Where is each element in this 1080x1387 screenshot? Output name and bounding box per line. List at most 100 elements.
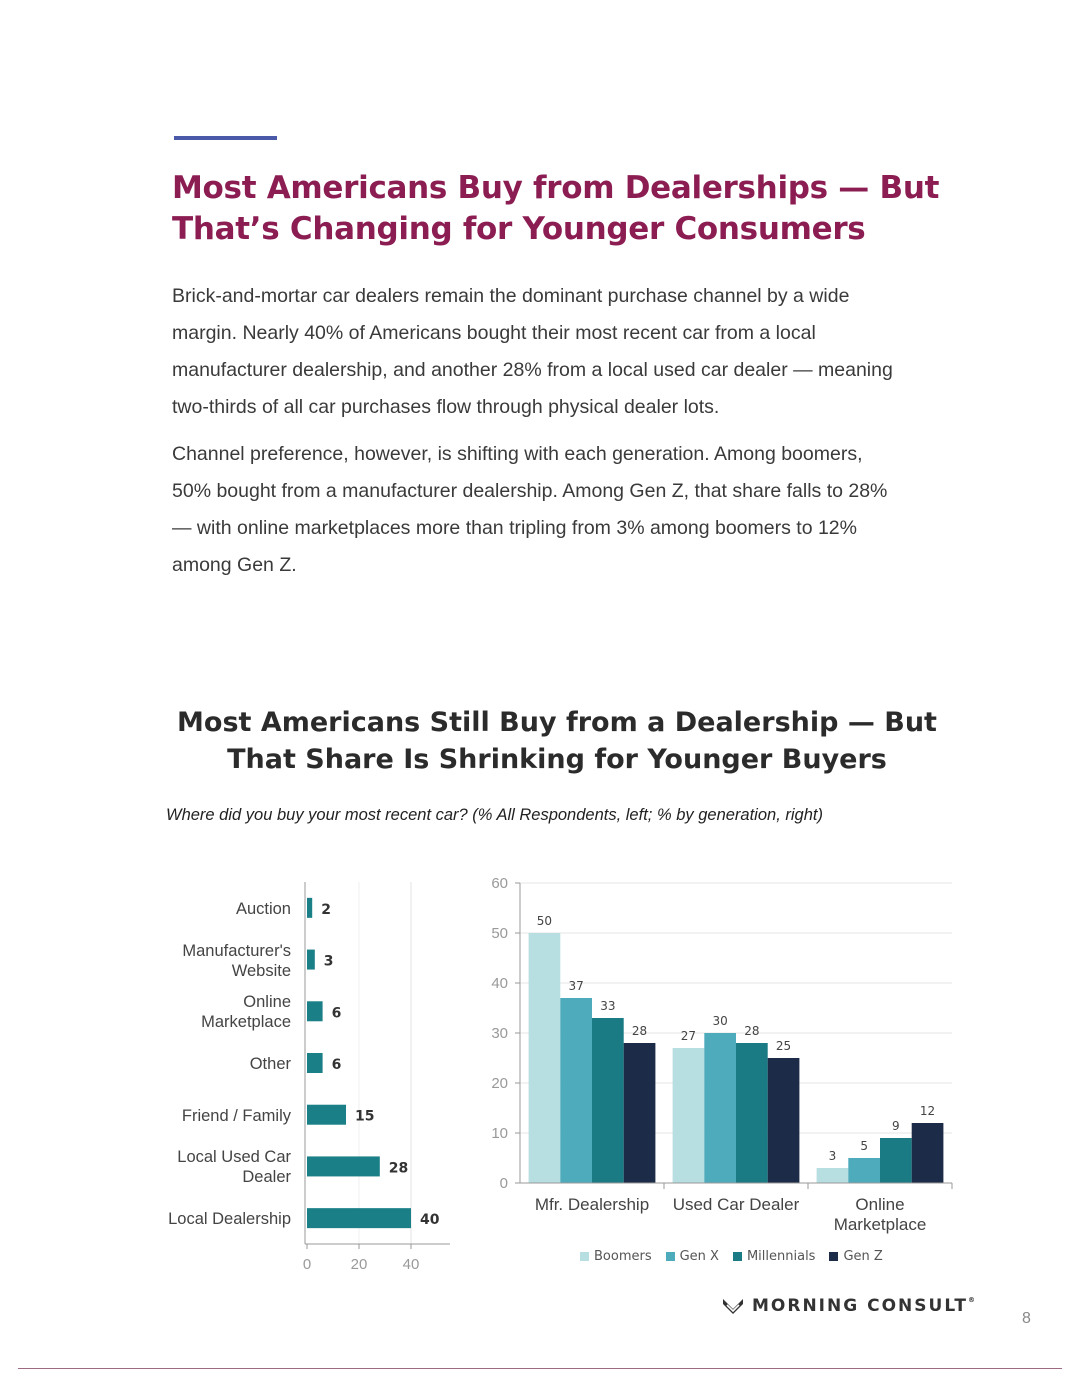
- legend-item: Boomers: [580, 1249, 652, 1264]
- legend-label: Gen Z: [843, 1249, 883, 1264]
- y-tick-label: 30: [491, 1025, 508, 1042]
- page-title-line-1: Most Americans Buy from Dealerships — Bu…: [172, 170, 940, 206]
- paragraph-line: manufacturer dealership, and another 28%…: [172, 359, 893, 381]
- data-label: 25: [776, 1039, 791, 1053]
- data-label: 40: [420, 1212, 440, 1228]
- page-number: 8: [1022, 1310, 1031, 1327]
- category-label: Mfr. Dealership: [517, 1195, 667, 1215]
- page-title: Most Americans Buy from Dealerships — Bu…: [172, 168, 952, 250]
- category-label-line: Friend / Family: [181, 1106, 291, 1125]
- paragraph-line: Brick-and-mortar car dealers remain the …: [172, 285, 850, 307]
- y-tick-label: 50: [491, 925, 508, 942]
- data-label: 30: [713, 1014, 728, 1028]
- bar: [816, 1168, 849, 1183]
- y-tick-label: 0: [500, 1175, 508, 1192]
- category-label: Local Dealership: [141, 1209, 291, 1229]
- chart-title-line-2: That Share Is Shrinking for Younger Buye…: [227, 744, 887, 775]
- title-accent-rule: [174, 136, 277, 140]
- bar: [623, 1043, 656, 1183]
- data-label: 9: [892, 1119, 900, 1133]
- category-label-line: Marketplace: [833, 1215, 927, 1234]
- chart-subtitle: Where did you buy your most recent car? …: [166, 806, 823, 824]
- bar: [704, 1033, 736, 1183]
- category-label-line: Local Dealership: [168, 1210, 291, 1229]
- body-paragraph-2: Channel preference, however, is shifting…: [172, 436, 932, 584]
- brand-logo: MORNING CONSULT®: [722, 1296, 975, 1316]
- category-label: Online Marketplace: [805, 1195, 955, 1235]
- body-paragraph-1: Brick-and-mortar car dealers remain the …: [172, 278, 932, 426]
- chart-title-line-1: Most Americans Still Buy from a Dealersh…: [177, 707, 937, 738]
- category-label: Other: [141, 1054, 291, 1074]
- brand-name-text: MORNING CONSULT: [752, 1296, 968, 1316]
- paragraph-line: among Gen Z.: [172, 554, 297, 576]
- bar: [307, 1001, 323, 1022]
- category-label: Online Marketplace: [141, 992, 291, 1032]
- data-label: 33: [600, 999, 615, 1013]
- legend-item: Millennials: [732, 1249, 816, 1264]
- bar: [672, 1048, 705, 1183]
- category-label-line: Manufacturer's: [182, 941, 291, 960]
- category-label-line: Website: [231, 961, 291, 980]
- x-tick-label: 40: [403, 1256, 420, 1273]
- page-title-line-2: That’s Changing for Younger Consumers: [172, 211, 866, 247]
- data-label: 2: [321, 902, 331, 918]
- category-label-line: Used Car Dealer: [672, 1195, 800, 1214]
- chart-legend: Boomers Gen X Millennials Gen Z: [580, 1249, 883, 1264]
- y-tick-label: 20: [491, 1075, 508, 1092]
- y-tick-label: 40: [491, 975, 508, 992]
- data-label: 37: [569, 979, 584, 993]
- footer-rule: [18, 1368, 1062, 1369]
- category-label: Local Used Car Dealer: [141, 1147, 291, 1187]
- category-label-line: Mfr. Dealership: [534, 1195, 650, 1214]
- paragraph-line: two-thirds of all car purchases flow thr…: [172, 396, 720, 418]
- data-label: 28: [744, 1024, 759, 1038]
- category-label-line: Local Used Car: [177, 1148, 291, 1167]
- brand-name: MORNING CONSULT®: [752, 1296, 975, 1316]
- data-label: 12: [920, 1104, 935, 1118]
- category-label: Manufacturer's Website: [141, 941, 291, 981]
- bar: [592, 1018, 624, 1183]
- data-label: 27: [681, 1029, 696, 1043]
- data-label: 50: [537, 914, 552, 928]
- bar: [911, 1123, 944, 1183]
- legend-label: Millennials: [746, 1249, 816, 1264]
- category-label-line: Auction: [235, 899, 291, 918]
- legend-swatch: [829, 1252, 839, 1261]
- category-label-line: Other: [249, 1055, 291, 1073]
- legend-item: Gen Z: [829, 1249, 883, 1264]
- data-label: 28: [389, 1160, 408, 1176]
- data-label: 3: [829, 1149, 837, 1163]
- paragraph-line: margin. Nearly 40% of Americans bought t…: [172, 322, 816, 344]
- bar: [767, 1058, 800, 1183]
- y-tick-label: 60: [491, 875, 508, 892]
- bar: [307, 949, 315, 970]
- paragraph-line: 50% bought from a manufacturer dealershi…: [172, 480, 888, 502]
- legend-label: Gen X: [679, 1249, 719, 1264]
- bar: [307, 1053, 323, 1073]
- data-label: 6: [332, 1057, 342, 1073]
- category-label-line: Marketplace: [201, 1013, 291, 1032]
- bar: [880, 1138, 912, 1183]
- category-label: Friend / Family: [141, 1106, 291, 1126]
- x-tick-label: 20: [351, 1256, 368, 1273]
- legend-label: Boomers: [594, 1249, 652, 1264]
- data-label: 15: [355, 1109, 374, 1125]
- brand-registered-mark: ®: [967, 1296, 975, 1304]
- paragraph-line: — with online marketplaces more than tri…: [172, 517, 857, 539]
- data-label: 5: [860, 1139, 868, 1153]
- category-label-line: Online: [243, 993, 291, 1012]
- x-tick-label: 0: [303, 1256, 311, 1273]
- bar: [307, 1156, 380, 1177]
- category-label-line: Dealer: [242, 1168, 291, 1187]
- paragraph-line: Channel preference, however, is shifting…: [172, 443, 863, 465]
- bar: [307, 897, 313, 918]
- morning-consult-logo-icon: [723, 1299, 743, 1314]
- data-label: 6: [332, 1005, 342, 1021]
- bar: [736, 1043, 768, 1183]
- bar: [848, 1158, 880, 1183]
- data-label: 28: [632, 1024, 647, 1038]
- data-label: 3: [324, 954, 334, 970]
- category-label: Used Car Dealer: [661, 1195, 811, 1215]
